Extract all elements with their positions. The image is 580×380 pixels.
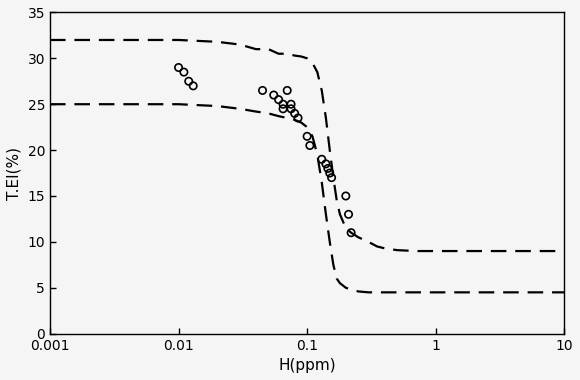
Point (341, 193, 350, 199)
Point (293, 115, 303, 121)
Point (344, 211, 353, 217)
Point (287, 106, 296, 112)
Point (278, 106, 288, 112)
Point (323, 165, 332, 171)
Point (287, 101, 296, 107)
Point (188, 83, 198, 89)
Point (305, 142, 314, 149)
Point (282, 87, 292, 93)
Y-axis label: T.EI(%): T.EI(%) (7, 147, 22, 200)
Point (184, 78, 193, 84)
Point (303, 133, 312, 139)
Point (278, 101, 288, 107)
Point (325, 170, 335, 176)
Point (179, 69, 188, 75)
Point (346, 230, 356, 236)
Point (290, 110, 299, 116)
X-axis label: H(ppm): H(ppm) (278, 358, 336, 373)
Point (317, 156, 327, 162)
Point (174, 65, 183, 71)
Point (269, 92, 278, 98)
Point (327, 174, 336, 180)
Point (274, 97, 283, 103)
Point (258, 87, 267, 93)
Point (321, 161, 331, 167)
